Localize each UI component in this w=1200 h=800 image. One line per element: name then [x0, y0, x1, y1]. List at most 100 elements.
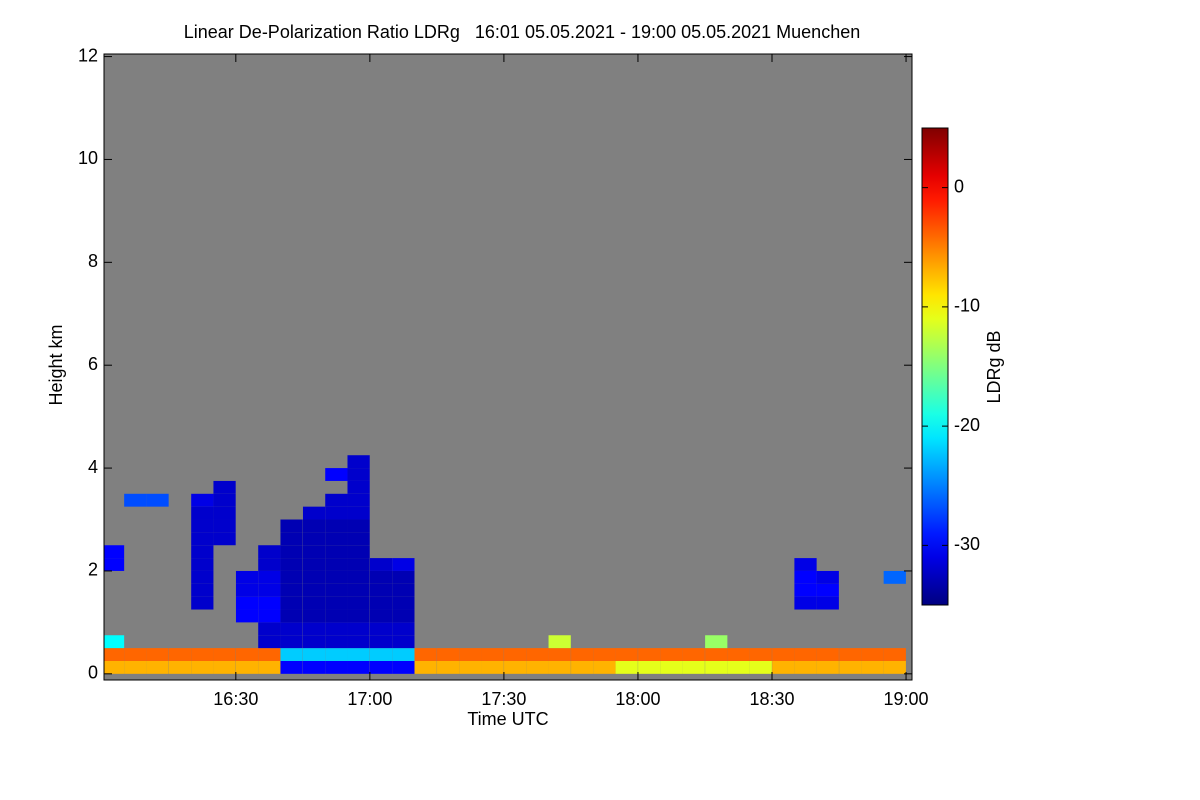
heat-cell [705, 648, 728, 661]
colorbar-label: LDRg dB [984, 330, 1004, 403]
heat-cell [168, 660, 192, 674]
heat-cell [325, 583, 348, 597]
heat-cell [191, 558, 214, 571]
heat-cell [280, 545, 303, 559]
y-tick-label: 2 [88, 560, 98, 580]
heat-cell [347, 532, 370, 546]
heat-cell [235, 596, 259, 610]
heat-cell [883, 570, 906, 584]
heat-cell [437, 660, 460, 674]
y-axis-label: Height km [46, 324, 66, 405]
heat-cell [794, 558, 817, 571]
heat-cell [370, 583, 393, 597]
heat-cell [280, 648, 303, 661]
heat-cell [504, 648, 527, 661]
heat-cell [883, 648, 906, 661]
y-tick-label: 10 [78, 148, 98, 168]
heat-cell [280, 635, 303, 649]
heat-cell [392, 558, 415, 571]
heat-cell [146, 648, 169, 661]
heat-cell [861, 660, 884, 674]
heat-cell [347, 480, 370, 494]
heat-cell [370, 570, 393, 584]
heat-cell [347, 660, 370, 674]
heat-cell [772, 660, 795, 674]
heat-cell [258, 583, 281, 597]
heat-cell [280, 660, 303, 674]
heat-cell [347, 583, 370, 597]
heat-cell [302, 609, 326, 623]
heat-cell [682, 660, 705, 674]
heat-cell [682, 648, 705, 661]
heat-cell [302, 570, 326, 584]
heat-cell [392, 648, 415, 661]
colorbar-tick-label: 0 [954, 176, 964, 196]
heat-cell [325, 532, 348, 546]
heat-cell [325, 622, 348, 636]
heat-cell [280, 558, 303, 571]
heat-cell [213, 506, 236, 520]
heat-cell [280, 532, 303, 546]
heat-cell [191, 596, 214, 610]
heat-cell [124, 660, 147, 674]
heat-cell [437, 648, 460, 661]
heat-cell [347, 648, 370, 661]
x-tick-label: 16:30 [213, 689, 258, 709]
heat-cell [883, 660, 906, 674]
heat-cell [258, 545, 281, 559]
heat-cell [258, 648, 281, 661]
heat-cell [861, 648, 884, 661]
y-tick-label: 8 [88, 251, 98, 271]
heat-cell [146, 493, 169, 507]
heat-cell [191, 493, 214, 507]
heat-cell [258, 635, 281, 649]
heat-cell [325, 609, 348, 623]
heat-cell [213, 660, 236, 674]
y-tick-label: 6 [88, 354, 98, 374]
x-tick-label: 17:30 [481, 689, 526, 709]
heat-cell [325, 570, 348, 584]
heat-cell [347, 493, 370, 507]
y-tick-label: 4 [88, 457, 98, 477]
heat-cell [146, 660, 169, 674]
heat-cell [325, 468, 348, 481]
plot-frame [103, 53, 913, 681]
heat-cell [258, 570, 281, 584]
heat-cell [794, 583, 817, 597]
y-tick-label: 12 [78, 45, 98, 65]
heat-cell [302, 648, 326, 661]
heat-cell [104, 545, 125, 559]
heat-cell [347, 468, 370, 481]
heat-cell [168, 648, 192, 661]
heat-cell [235, 660, 259, 674]
heat-cell [593, 648, 616, 661]
heat-cell [347, 596, 370, 610]
heat-cell [104, 648, 125, 661]
heat-cell [504, 660, 527, 674]
heat-cell [370, 558, 393, 571]
heat-cell [816, 570, 839, 584]
heat-cell [749, 648, 772, 661]
heat-cell [325, 519, 348, 533]
heat-cell [302, 635, 326, 649]
heat-cell [280, 570, 303, 584]
heat-cell [213, 493, 236, 507]
heat-cell [392, 570, 415, 584]
heat-cell [794, 648, 817, 661]
x-tick-label: 18:00 [615, 689, 660, 709]
heat-cell [347, 635, 370, 649]
heat-cell [526, 648, 549, 661]
heat-cell [347, 558, 370, 571]
heat-cell [191, 519, 214, 533]
heat-cell [414, 660, 437, 674]
heat-cell [235, 609, 259, 623]
heat-cell [280, 622, 303, 636]
heat-cell [839, 648, 862, 661]
heat-cell [302, 660, 326, 674]
heat-cell [347, 519, 370, 533]
heat-cell [302, 545, 326, 559]
heat-cell [213, 480, 236, 494]
heat-cell [302, 558, 326, 571]
heat-cell [280, 519, 303, 533]
